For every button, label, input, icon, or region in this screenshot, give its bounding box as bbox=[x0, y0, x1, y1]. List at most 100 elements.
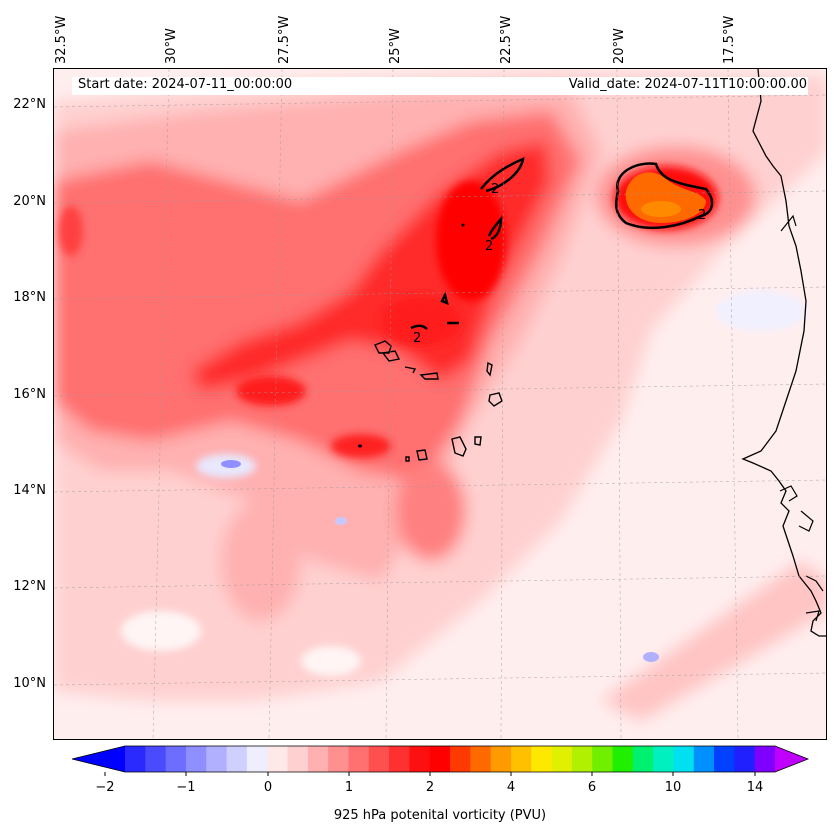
valid-date-label: Valid_date: 2024-07-11T10:00:00.00 bbox=[568, 77, 807, 92]
lon-label-30w: 30°W bbox=[164, 28, 179, 64]
island-maio bbox=[474, 436, 482, 446]
pv-core-center bbox=[381, 296, 461, 346]
lat-label-18n: 18°N bbox=[13, 290, 46, 305]
colorbar-tick-2: 2 bbox=[425, 780, 435, 795]
coast-detail-5 bbox=[780, 214, 797, 232]
island-raso bbox=[419, 372, 439, 380]
colorbar-segment bbox=[551, 746, 573, 772]
colorbar-tick-neg2: −2 bbox=[95, 780, 115, 795]
pv-lobe-south bbox=[396, 461, 466, 561]
colorbar-segment bbox=[510, 746, 532, 772]
pv-blob-orange-inner bbox=[641, 201, 681, 217]
colorbar-segment bbox=[165, 746, 187, 772]
island-boa-vista bbox=[488, 392, 503, 407]
colorbar-segment bbox=[348, 746, 370, 772]
pv-contour-northeast bbox=[614, 162, 714, 230]
contour-label-3: 2 bbox=[413, 331, 421, 346]
colorbar-segment bbox=[592, 746, 613, 772]
pv-negative-spot-3 bbox=[335, 517, 347, 525]
date-annotation-box bbox=[72, 77, 808, 95]
coast-detail-3 bbox=[805, 575, 824, 592]
contour-label-1: 2 bbox=[491, 182, 499, 197]
colorbar-segment bbox=[734, 746, 756, 772]
colorbar-segment bbox=[389, 746, 410, 772]
colorbar-segment bbox=[206, 746, 228, 772]
colorbar-segment bbox=[226, 746, 248, 772]
colorbar-segment bbox=[246, 746, 268, 772]
colorbar-segment bbox=[470, 746, 492, 772]
colorbar-label: 925 hPa potenital vorticity (PVU) bbox=[333, 808, 547, 823]
colorbar-extend-high bbox=[775, 746, 808, 772]
pv-contour-north bbox=[480, 156, 525, 193]
gridline-lon-22-5w bbox=[500, 69, 505, 739]
island-dot-2 bbox=[461, 223, 465, 227]
island-brava bbox=[405, 456, 410, 462]
colorbar-segment bbox=[368, 746, 390, 772]
pv-core-west bbox=[236, 376, 306, 406]
island-santo-antao bbox=[374, 340, 392, 354]
colorbar-tick-6: 6 bbox=[587, 780, 597, 795]
colorbar-segment bbox=[714, 746, 735, 772]
colorbar-segment bbox=[632, 746, 654, 772]
lat-label-10n: 10°N bbox=[13, 676, 46, 691]
colorbar-segment bbox=[653, 746, 674, 772]
colorbar-segment bbox=[612, 746, 634, 772]
lat-label-22n: 22°N bbox=[13, 97, 46, 112]
colorbar-tick-1: 1 bbox=[344, 780, 354, 795]
pv-low-patch-3 bbox=[121, 611, 201, 651]
pv-core-left-edge bbox=[59, 206, 83, 256]
lon-label-20w: 20°W bbox=[612, 28, 627, 64]
colorbar-tick-14: 14 bbox=[746, 780, 764, 795]
colorbar-tick-4: 4 bbox=[506, 780, 516, 795]
colorbar-segment bbox=[328, 746, 349, 772]
lat-label-16n: 16°N bbox=[13, 387, 46, 402]
africa-coastline bbox=[741, 69, 826, 637]
colorbar-segment bbox=[450, 746, 471, 772]
island-sao-vicente bbox=[381, 350, 401, 362]
pv-field-map: 2 2 2 2 bbox=[54, 69, 826, 739]
colorbar-segment bbox=[531, 746, 553, 772]
colorbar-segment bbox=[754, 746, 776, 772]
pv-core-north bbox=[436, 181, 506, 301]
pv-contour-center bbox=[410, 324, 428, 330]
colorbar-segment bbox=[185, 746, 207, 772]
map-frame: 2 2 2 2 bbox=[53, 68, 827, 740]
colorbar-extend-low bbox=[72, 746, 125, 772]
colorbar-tick-neg1: −1 bbox=[176, 780, 196, 795]
gridline-lon-20w bbox=[616, 69, 622, 739]
colorbar-segment bbox=[267, 746, 288, 772]
lon-label-25w: 25°W bbox=[388, 28, 403, 64]
pv-low-patch-2 bbox=[716, 291, 806, 331]
gridline-lon-30w bbox=[152, 69, 170, 739]
gridline-lon-17-5w bbox=[727, 69, 739, 739]
pv-low-patch-4 bbox=[301, 646, 361, 676]
colorbar-segment bbox=[125, 746, 146, 772]
lon-label-22-5w: 22.5°W bbox=[499, 15, 514, 64]
pv-filament-southeast bbox=[601, 561, 826, 721]
lat-label-14n: 14°N bbox=[13, 483, 46, 498]
gridline-lon-27-5w bbox=[268, 69, 283, 739]
coast-detail-4 bbox=[805, 610, 820, 622]
start-date-label: Start date: 2024-07-11_00:00:00 bbox=[78, 77, 293, 92]
colorbar-segment bbox=[673, 746, 695, 772]
island-fogo bbox=[416, 449, 428, 461]
pv-lobe-southwest bbox=[221, 501, 301, 621]
coast-detail-2 bbox=[798, 510, 814, 532]
island-sal bbox=[486, 361, 493, 377]
colorbar-tick-0: 0 bbox=[263, 780, 273, 795]
colorbar-segment bbox=[287, 746, 309, 772]
coast-detail-1 bbox=[779, 485, 798, 502]
lon-label-17-5w: 17.5°W bbox=[722, 15, 737, 64]
island-santiago bbox=[451, 436, 467, 457]
colorbar bbox=[71, 745, 810, 776]
pv-negative-spot-1 bbox=[221, 460, 241, 468]
lon-label-27-5w: 27.5°W bbox=[277, 15, 292, 64]
contour-label-2: 2 bbox=[485, 239, 493, 254]
colorbar-segment bbox=[693, 746, 715, 772]
contour-label-4: 2 bbox=[698, 208, 706, 223]
lat-label-20n: 20°N bbox=[13, 194, 46, 209]
colorbar-segment bbox=[409, 746, 431, 772]
island-dot-1 bbox=[358, 444, 362, 448]
lon-label-32-5w: 32.5°W bbox=[54, 15, 69, 64]
colorbar-tick-10: 10 bbox=[664, 780, 682, 795]
